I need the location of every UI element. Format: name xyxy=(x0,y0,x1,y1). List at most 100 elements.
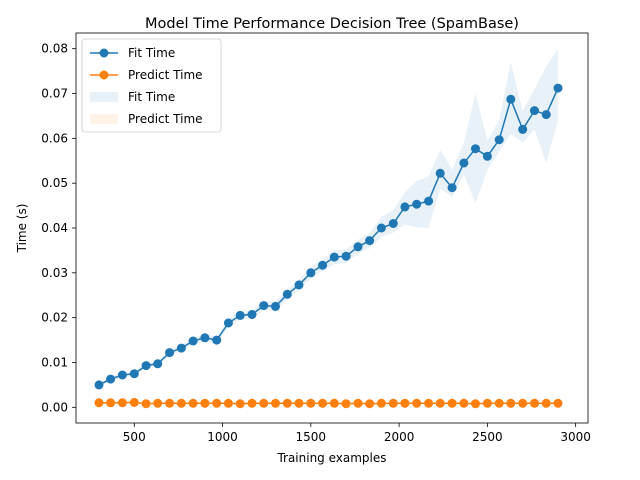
fit-time-point xyxy=(459,158,469,168)
x-axis-title: Training examples xyxy=(276,451,386,465)
legend-label: Fit Time xyxy=(128,46,175,60)
predict-time-point xyxy=(235,399,245,409)
predict-time-point xyxy=(188,398,198,408)
predict-time-point xyxy=(506,398,516,408)
predict-time-point xyxy=(365,399,375,409)
predict-time-point xyxy=(176,398,186,408)
predict-time-point xyxy=(341,399,351,409)
legend-label: Predict Time xyxy=(128,68,203,82)
fit-time-point xyxy=(235,310,245,320)
series-markers xyxy=(94,83,563,409)
predict-time-point xyxy=(482,398,492,408)
predict-time-point xyxy=(541,398,551,408)
fit-time-point xyxy=(435,168,445,178)
fit-time-point xyxy=(412,199,422,209)
fit-time-point xyxy=(388,219,398,228)
predict-time-point xyxy=(400,398,410,408)
band-fit-time xyxy=(99,48,558,388)
legend-label: Fit Time xyxy=(128,90,175,104)
legend-band-swatch xyxy=(90,92,118,102)
y-axis-title: Time (s) xyxy=(15,204,29,254)
predict-time-point xyxy=(294,398,304,408)
y-tick-label: 0.07 xyxy=(41,87,68,101)
fit-time-point xyxy=(341,251,351,261)
legend-band-swatch xyxy=(90,114,118,124)
fit-time-point xyxy=(129,369,139,379)
predict-time-point xyxy=(282,398,292,408)
fit-time-point xyxy=(553,83,563,93)
fit-time-point xyxy=(212,335,222,345)
legend: Fit Time Predict Time Fit Time Predict Time xyxy=(81,38,222,133)
predict-time-point xyxy=(530,398,539,408)
fit-time-point xyxy=(294,280,304,290)
predict-time-point xyxy=(459,398,469,408)
fit-time-point xyxy=(165,348,175,358)
fit-time-point xyxy=(353,242,363,252)
y-tick-label: 0.04 xyxy=(41,221,68,235)
fit-time-point xyxy=(482,151,492,161)
fit-time-point xyxy=(365,236,375,246)
fit-time-point xyxy=(447,183,457,193)
predict-time-point xyxy=(141,399,151,409)
fit-time-point xyxy=(306,268,316,278)
y-tick-label: 0.01 xyxy=(41,355,68,369)
predict-time-point xyxy=(412,398,422,408)
x-tick-label: 2000 xyxy=(384,430,415,444)
fit-time-point xyxy=(271,301,280,311)
y-tick-label: 0.05 xyxy=(41,176,68,190)
line-fit-time xyxy=(98,87,559,386)
legend-marker-swatch xyxy=(99,48,109,58)
x-tick-label: 2500 xyxy=(472,430,503,444)
legend-box xyxy=(81,38,222,133)
y-tick-label: 0.03 xyxy=(41,266,68,280)
predict-time-point xyxy=(94,398,104,408)
fit-time-point xyxy=(471,144,480,154)
fit-time-point xyxy=(494,135,504,145)
legend-marker-swatch xyxy=(99,70,109,80)
predict-time-point xyxy=(329,398,339,408)
fit-time-point xyxy=(117,370,127,380)
series-lines xyxy=(98,87,559,405)
fit-time-point xyxy=(376,223,386,233)
predict-time-point xyxy=(129,397,139,407)
x-tick-label: 500 xyxy=(123,430,146,444)
fit-time-point xyxy=(506,94,516,104)
fit-time-point xyxy=(94,380,104,390)
predict-time-point xyxy=(518,398,528,408)
predict-time-point xyxy=(271,398,280,408)
fit-time-point xyxy=(153,359,163,369)
fit-time-point xyxy=(424,196,434,206)
predict-time-point xyxy=(117,398,127,408)
predict-time-point xyxy=(306,398,316,408)
fit-time-point xyxy=(188,336,198,346)
predict-time-point xyxy=(259,398,269,408)
fit-time-point xyxy=(200,333,210,343)
x-tick-label: 1000 xyxy=(207,430,238,444)
predict-time-point xyxy=(376,398,386,408)
y-tick-label: 0.02 xyxy=(41,311,68,325)
x-axis: 500 1000 1500 2000 2500 3000 xyxy=(123,423,591,444)
x-tick-label: 1500 xyxy=(296,430,327,444)
fit-time-point xyxy=(247,310,257,319)
fit-time-point xyxy=(106,374,116,384)
line-predict-time xyxy=(99,401,558,405)
chart-title: Model Time Performance Decision Tree (Sp… xyxy=(145,16,519,32)
y-tick-label: 0.00 xyxy=(41,400,68,414)
fit-time-point xyxy=(259,301,269,311)
legend-label: Predict Time xyxy=(128,112,203,126)
fit-time-point xyxy=(530,106,539,116)
predict-time-point xyxy=(435,398,445,408)
predict-time-point xyxy=(212,398,222,408)
fit-time-point xyxy=(318,260,328,270)
predict-time-point xyxy=(471,399,480,409)
fit-time-point xyxy=(176,343,186,353)
predict-time-point xyxy=(494,398,504,408)
fit-time-point xyxy=(223,318,233,328)
fit-time-point xyxy=(282,289,292,299)
y-tick-label: 0.06 xyxy=(41,131,68,145)
x-tick-label: 3000 xyxy=(560,430,591,444)
y-axis: 0.00 0.01 0.02 0.03 0.04 0.05 0.06 0.07 0.08 xyxy=(41,42,76,414)
fit-time-point xyxy=(329,252,339,262)
predict-time-point xyxy=(388,398,398,408)
predict-time-point xyxy=(153,398,163,408)
